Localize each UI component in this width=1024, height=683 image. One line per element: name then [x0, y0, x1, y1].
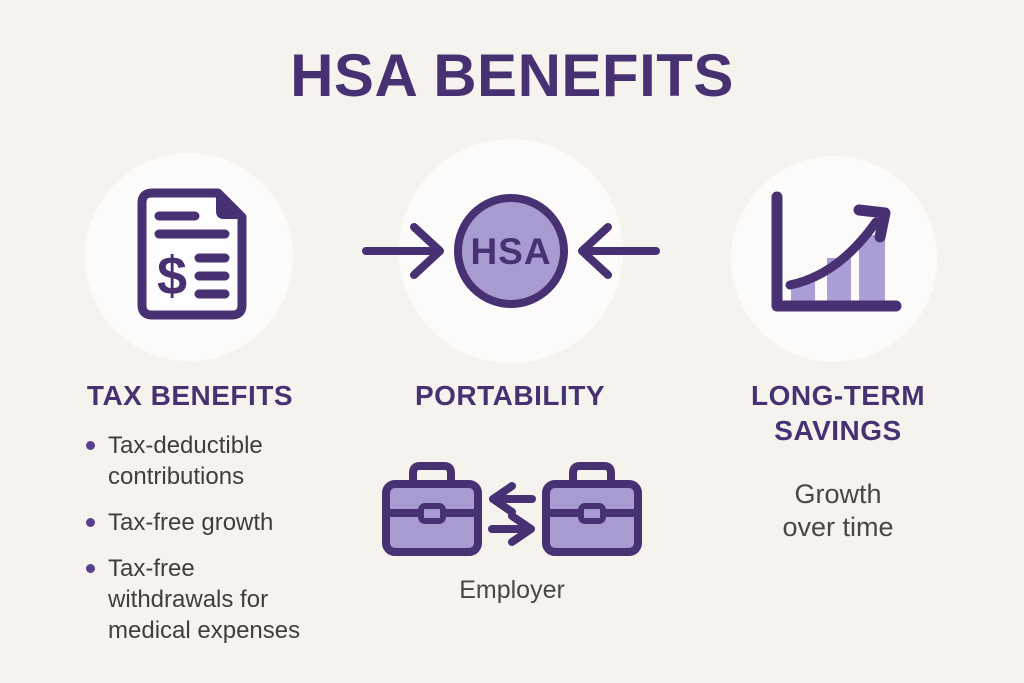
tax-benefits-list: Tax-deductible contributions Tax-free gr… — [86, 430, 342, 661]
hsa-transfer-icon: HSA — [362, 194, 660, 308]
list-item: Tax-free withdrawals for medical expense… — [86, 553, 342, 646]
list-item: Tax-deductible contributions — [86, 430, 342, 492]
document-dollar-icon: $ — [137, 188, 247, 320]
briefcase-clasp — [418, 503, 446, 524]
briefcase-transfer-icon — [382, 462, 642, 556]
growth-caption: Growth over time — [782, 479, 894, 542]
chart-bar — [859, 235, 885, 306]
tax-benefits-header: TAX BENEFITS — [86, 380, 294, 411]
briefcase-handle — [409, 462, 455, 488]
employer-caption: Employer — [459, 576, 565, 604]
portability-header: PORTABILITY — [414, 380, 606, 411]
growth-curve — [785, 217, 881, 290]
briefcase-clasp — [578, 503, 606, 524]
list-item-text: Tax-free withdrawals for medical expense… — [108, 555, 301, 644]
bullet-dot — [86, 441, 95, 450]
bullet-dot — [86, 564, 95, 573]
list-item-text: Tax-deductible contributions — [108, 432, 263, 490]
arrow-right-head — [410, 223, 444, 279]
bullet-dot — [86, 518, 95, 527]
list-item: Tax-free growth — [86, 507, 342, 538]
chart-axes — [771, 191, 902, 312]
curve-arrowhead — [853, 204, 891, 243]
page-title: HSA BENEFITS — [290, 42, 734, 109]
briefcase-handle — [569, 462, 615, 488]
hsa-label: HSA — [470, 231, 551, 272]
folded-corner — [216, 190, 245, 219]
dollar-sign-glyph: $ — [157, 246, 187, 306]
growth-chart-icon — [771, 191, 902, 312]
arrow-left-head — [578, 223, 612, 279]
hsa-circle — [454, 194, 568, 308]
long-term-savings-header: LONG-TERM SAVINGS — [750, 380, 926, 446]
list-item-text: Tax-free growth — [108, 509, 274, 536]
